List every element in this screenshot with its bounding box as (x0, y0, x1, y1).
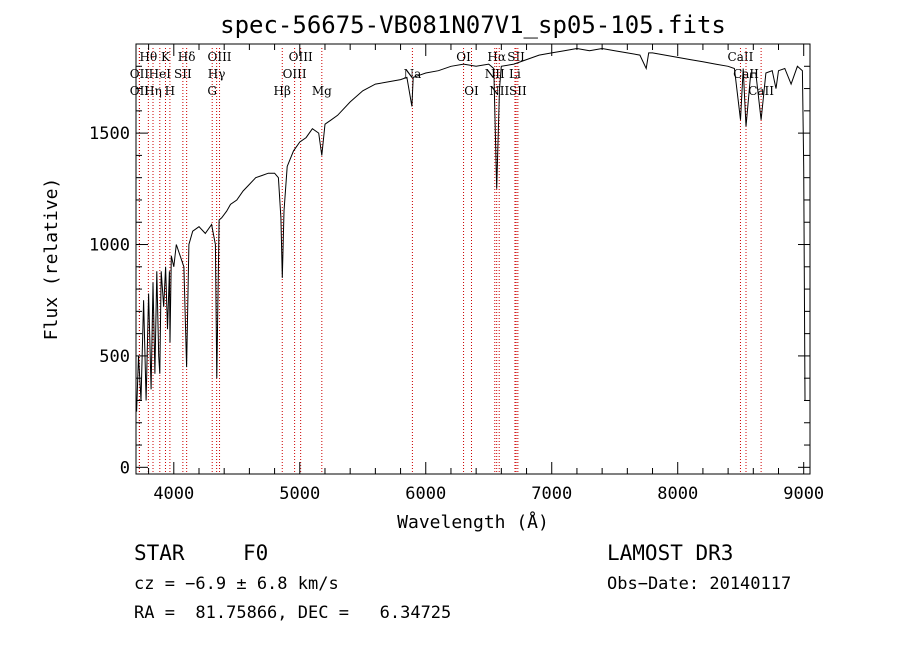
obs-date: Obs−Date: 20140117 (607, 574, 792, 594)
line-marker-label: OIII (289, 50, 313, 64)
line-marker-label: Hη (144, 84, 162, 98)
line-marker-label: K (161, 50, 171, 64)
line-marker-label: SII (509, 84, 527, 98)
line-marker-label: Hθ (139, 50, 157, 64)
line-marker-label: CaII (728, 50, 754, 64)
x-tick-label: 4000 (153, 484, 194, 504)
x-tick-label: 6000 (405, 484, 446, 504)
line-marker-label: CaII (748, 84, 774, 98)
line-marker-label: NII (485, 67, 505, 81)
y-tick-label: 1500 (89, 124, 130, 144)
line-marker-label: Hα (487, 50, 506, 64)
spectrum-line (136, 47, 806, 412)
object-class: STAR (134, 541, 185, 565)
y-axis: 0 500 1000 1500 (89, 65, 810, 478)
x-tick-label: 7000 (531, 484, 572, 504)
y-tick-label: 1000 (89, 236, 130, 256)
line-marker-label: SII (507, 50, 525, 64)
line-marker-label: Hγ (208, 67, 226, 81)
line-marker-label: OIII (283, 67, 307, 81)
x-tick-label: 5000 (279, 484, 320, 504)
y-tick-label: 500 (99, 347, 130, 367)
ra-dec: RA = 81.75866, DEC = 6.34725 (134, 603, 452, 623)
object-subclass: F0 (243, 541, 269, 565)
chart-title: spec-56675-VB081N07V1_sp05-105.fits (220, 11, 726, 39)
line-marker-label: Na (404, 67, 422, 81)
line-marker-label: Li (509, 67, 521, 81)
plot-frame (135, 43, 811, 475)
line-marker-label: Hβ (274, 84, 291, 98)
y-axis-label: Flux (relative) (41, 178, 62, 341)
line-marker-label: CaII (733, 67, 759, 81)
x-tick-label: 8000 (657, 484, 698, 504)
line-marker-label: OII (130, 67, 150, 81)
line-marker-label: H (165, 84, 175, 98)
x-axis-label: Wavelength (Å) (397, 511, 549, 533)
x-tick-label: 9000 (783, 484, 824, 504)
line-marker-label: Hδ (178, 50, 196, 64)
line-marker-label: OI (464, 84, 479, 98)
line-marker-label: Mg (312, 84, 332, 98)
redshift-cz: cz = −6.9 ± 6.8 km/s (134, 574, 339, 594)
line-marker-label: OIII (207, 50, 231, 64)
survey-name: LAMOST DR3 (607, 541, 734, 565)
line-marker-label: OII (130, 84, 150, 98)
line-marker-label: HeI (149, 67, 172, 81)
line-marker-label: OI (456, 50, 471, 64)
y-tick-label: 0 (120, 458, 130, 478)
line-marker-label: SII (174, 67, 192, 81)
x-axis: 4000 5000 6000 7000 8000 9000 (148, 44, 824, 504)
line-marker-label: G (207, 84, 217, 98)
